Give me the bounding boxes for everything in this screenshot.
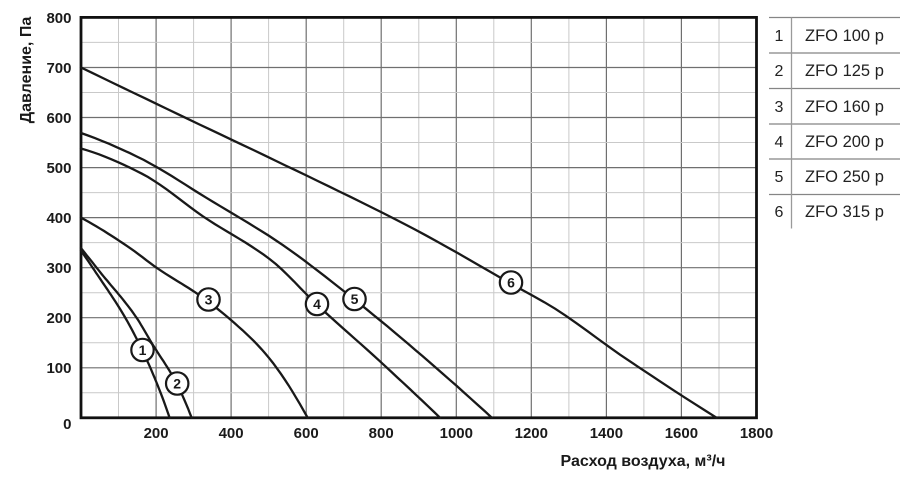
svg-text:200: 200	[144, 425, 169, 442]
svg-text:ZFO 160 p: ZFO 160 p	[805, 98, 884, 116]
svg-text:200: 200	[46, 310, 71, 327]
svg-text:Давление, Па: Давление, Па	[18, 17, 35, 124]
svg-text:1800: 1800	[740, 425, 773, 442]
svg-text:1: 1	[139, 342, 147, 358]
svg-text:4: 4	[313, 296, 321, 312]
svg-text:0: 0	[63, 416, 71, 433]
svg-text:1400: 1400	[590, 425, 623, 442]
svg-text:600: 600	[294, 425, 319, 442]
svg-text:1200: 1200	[515, 425, 548, 442]
svg-text:600: 600	[46, 110, 71, 127]
svg-text:5: 5	[351, 291, 359, 307]
svg-text:800: 800	[369, 425, 394, 442]
svg-text:700: 700	[46, 60, 71, 77]
svg-text:500: 500	[46, 160, 71, 177]
svg-text:3: 3	[205, 292, 213, 308]
svg-text:400: 400	[46, 210, 71, 227]
svg-text:800: 800	[46, 10, 71, 27]
svg-text:ZFO 200 p: ZFO 200 p	[805, 133, 884, 151]
svg-text:ZFO 315 p: ZFO 315 p	[805, 203, 884, 221]
svg-text:2: 2	[775, 63, 784, 80]
svg-text:ZFO 125 p: ZFO 125 p	[805, 62, 884, 80]
svg-text:Расход воздуха, м³/ч: Расход воздуха, м³/ч	[561, 453, 726, 470]
svg-text:6: 6	[507, 275, 515, 291]
svg-text:6: 6	[775, 204, 784, 221]
svg-text:ZFO 250 p: ZFO 250 p	[805, 168, 884, 186]
svg-text:100: 100	[46, 360, 71, 377]
svg-text:ZFO 100 p: ZFO 100 p	[805, 27, 884, 45]
svg-text:4: 4	[775, 134, 784, 151]
svg-text:400: 400	[219, 425, 244, 442]
svg-text:1600: 1600	[665, 425, 698, 442]
svg-text:300: 300	[46, 260, 71, 277]
svg-text:3: 3	[775, 99, 784, 116]
svg-text:2: 2	[173, 376, 181, 392]
svg-text:1000: 1000	[440, 425, 473, 442]
svg-text:5: 5	[775, 169, 784, 186]
svg-text:1: 1	[775, 28, 784, 45]
